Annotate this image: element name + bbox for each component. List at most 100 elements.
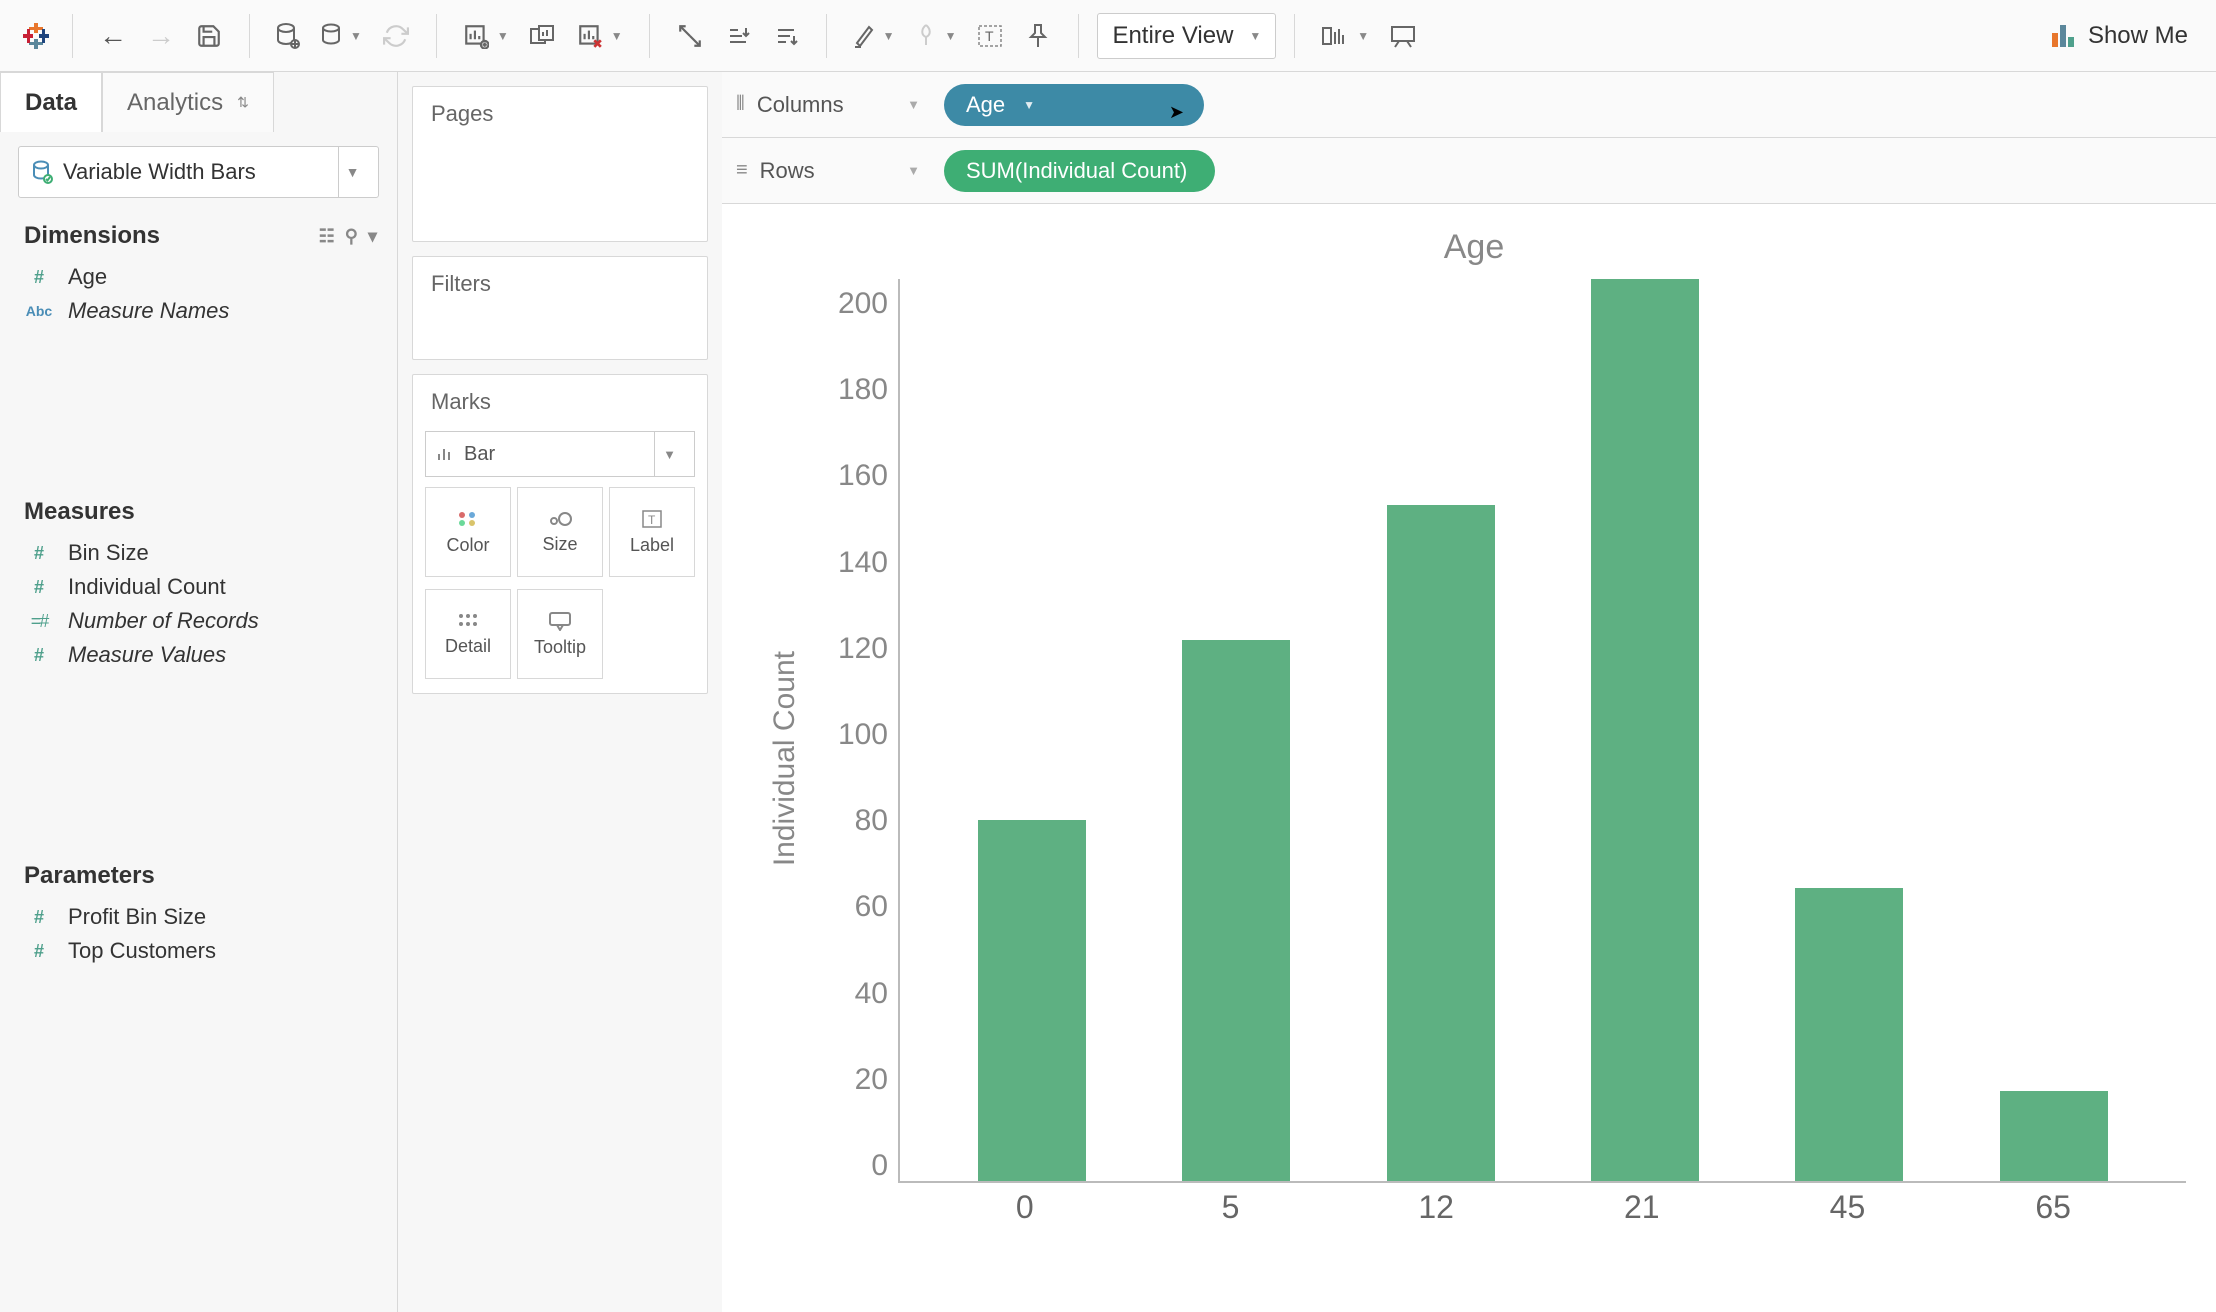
presentation-button[interactable] <box>1381 14 1425 58</box>
marks-type-selector[interactable]: Bar ▼ <box>425 431 695 477</box>
database-icon <box>31 160 53 184</box>
refresh-datasource-button[interactable]: ▼ <box>312 14 370 58</box>
chevron-down-icon: ▼ <box>338 147 366 197</box>
highlight-button[interactable]: ▼ <box>845 14 903 58</box>
x-tick-label: 45 <box>1793 1189 1901 1239</box>
bar[interactable] <box>1182 640 1290 1181</box>
y-tick-label: 200 <box>838 287 888 321</box>
rows-icon: ≡ <box>736 159 748 182</box>
tab-data[interactable]: Data <box>0 72 102 132</box>
parameters-list: #Profit Bin Size #Top Customers <box>0 898 397 988</box>
datasource-selector[interactable]: Variable Width Bars ▼ <box>18 146 379 198</box>
data-pane: Data Analytics ⇅ Variable Width Bars ▼ D… <box>0 72 398 1312</box>
sort-asc-button[interactable] <box>716 14 760 58</box>
chart-plot[interactable] <box>898 279 2186 1183</box>
worksheet: ⦀ Columns ▼ Age ▼ ➤ ≡ Rows ▼ SUM(Individ… <box>722 72 2216 1312</box>
show-me-button[interactable]: Show Me <box>2042 16 2198 56</box>
chevron-down-icon: ▼ <box>907 97 920 112</box>
save-button[interactable] <box>187 14 231 58</box>
new-worksheet-button[interactable]: ▼ <box>455 14 517 58</box>
text-icon: Abc <box>24 303 54 319</box>
tab-analytics-label: Analytics <box>127 89 223 117</box>
columns-shelf[interactable]: ⦀ Columns ▼ Age ▼ ➤ <box>722 72 2216 138</box>
tooltip-icon <box>548 611 572 631</box>
new-datasource-button[interactable] <box>268 14 308 58</box>
chevron-down-icon: ▼ <box>907 163 920 178</box>
pages-shelf[interactable]: Pages <box>412 86 708 242</box>
svg-text:T: T <box>985 28 994 44</box>
field-top-customers[interactable]: #Top Customers <box>0 934 397 968</box>
auto-update-button[interactable] <box>374 14 418 58</box>
pages-label: Pages <box>413 87 707 141</box>
y-tick-label: 160 <box>838 459 888 493</box>
forward-button[interactable]: → <box>139 14 183 58</box>
field-number-of-records[interactable]: =#Number of Records <box>0 604 397 638</box>
tableau-logo-icon <box>18 18 54 54</box>
measures-header: Measures <box>0 488 397 534</box>
filters-shelf[interactable]: Filters <box>412 256 708 360</box>
duplicate-sheet-button[interactable] <box>521 14 565 58</box>
columns-label: Columns <box>757 92 844 118</box>
sort-icon: ⇅ <box>237 94 249 111</box>
field-measure-values[interactable]: #Measure Values <box>0 638 397 672</box>
cursor-icon: ➤ <box>1169 102 1184 123</box>
search-icon[interactable]: ⚲ <box>345 226 358 247</box>
y-tick-label: 80 <box>855 804 888 838</box>
clear-sheet-button[interactable]: ▼ <box>569 14 631 58</box>
y-tick-label: 0 <box>871 1149 888 1183</box>
parameters-header: Parameters <box>0 852 397 898</box>
bar[interactable] <box>2000 1091 2108 1181</box>
fit-label: Entire View <box>1112 22 1233 50</box>
number-icon: # <box>24 645 54 666</box>
x-axis-ticks: 0 5 12 21 45 65 <box>892 1189 2186 1239</box>
chevron-down-icon: ▼ <box>1023 98 1035 112</box>
x-tick-label: 12 <box>1382 1189 1490 1239</box>
x-tick-label: 5 <box>1176 1189 1284 1239</box>
chevron-down-icon: ▼ <box>654 432 684 476</box>
view-list-icon[interactable]: ☷ <box>319 226 335 247</box>
bar-icon <box>436 446 454 462</box>
field-bin-size[interactable]: #Bin Size <box>0 536 397 570</box>
swap-button[interactable] <box>668 14 712 58</box>
number-icon: # <box>24 577 54 598</box>
tab-analytics[interactable]: Analytics ⇅ <box>102 72 274 132</box>
bar[interactable] <box>1591 279 1699 1181</box>
dimensions-header: Dimensions ☷ ⚲ ▾ <box>0 212 397 258</box>
group-button[interactable]: ▼ <box>907 14 965 58</box>
show-labels-button[interactable]: T <box>968 14 1012 58</box>
rows-shelf[interactable]: ≡ Rows ▼ SUM(Individual Count) <box>722 138 2216 204</box>
bar[interactable] <box>1387 505 1495 1182</box>
number-icon: # <box>24 267 54 288</box>
marks-tooltip[interactable]: Tooltip <box>517 589 603 679</box>
pin-button[interactable] <box>1016 14 1060 58</box>
x-tick-label: 21 <box>1588 1189 1696 1239</box>
y-tick-label: 120 <box>838 632 888 666</box>
y-axis-ticks: 200180160140120100806040200 <box>808 279 898 1239</box>
marks-color[interactable]: Color <box>425 487 511 577</box>
marks-label[interactable]: T Label <box>609 487 695 577</box>
marks-size[interactable]: Size <box>517 487 603 577</box>
y-axis-label: Individual Count <box>762 651 808 866</box>
rows-pill-individual-count[interactable]: SUM(Individual Count) <box>944 150 1215 192</box>
field-age[interactable]: #Age <box>0 260 397 294</box>
field-measure-names[interactable]: AbcMeasure Names <box>0 294 397 328</box>
fit-selector[interactable]: Entire View ▼ <box>1097 13 1276 59</box>
toolbar: ← → ▼ ▼ ▼ ▼ ▼ T Entire View <box>0 0 2216 72</box>
x-tick-label: 65 <box>1999 1189 2107 1239</box>
calc-number-icon: =# <box>24 611 54 632</box>
columns-pill-age[interactable]: Age ▼ ➤ <box>944 84 1204 126</box>
bar[interactable] <box>1795 888 1903 1181</box>
show-cards-button[interactable]: ▼ <box>1313 14 1377 58</box>
marks-detail[interactable]: Detail <box>425 589 511 679</box>
color-icon <box>456 509 480 529</box>
rows-label: Rows <box>760 158 815 184</box>
sort-desc-button[interactable] <box>764 14 808 58</box>
x-tick-label: 0 <box>971 1189 1079 1239</box>
menu-icon[interactable]: ▾ <box>368 226 377 247</box>
field-individual-count[interactable]: #Individual Count <box>0 570 397 604</box>
number-icon: # <box>24 543 54 564</box>
tab-data-label: Data <box>25 89 77 117</box>
field-profit-bin-size[interactable]: #Profit Bin Size <box>0 900 397 934</box>
back-button[interactable]: ← <box>91 14 135 58</box>
bar[interactable] <box>978 820 1086 1181</box>
